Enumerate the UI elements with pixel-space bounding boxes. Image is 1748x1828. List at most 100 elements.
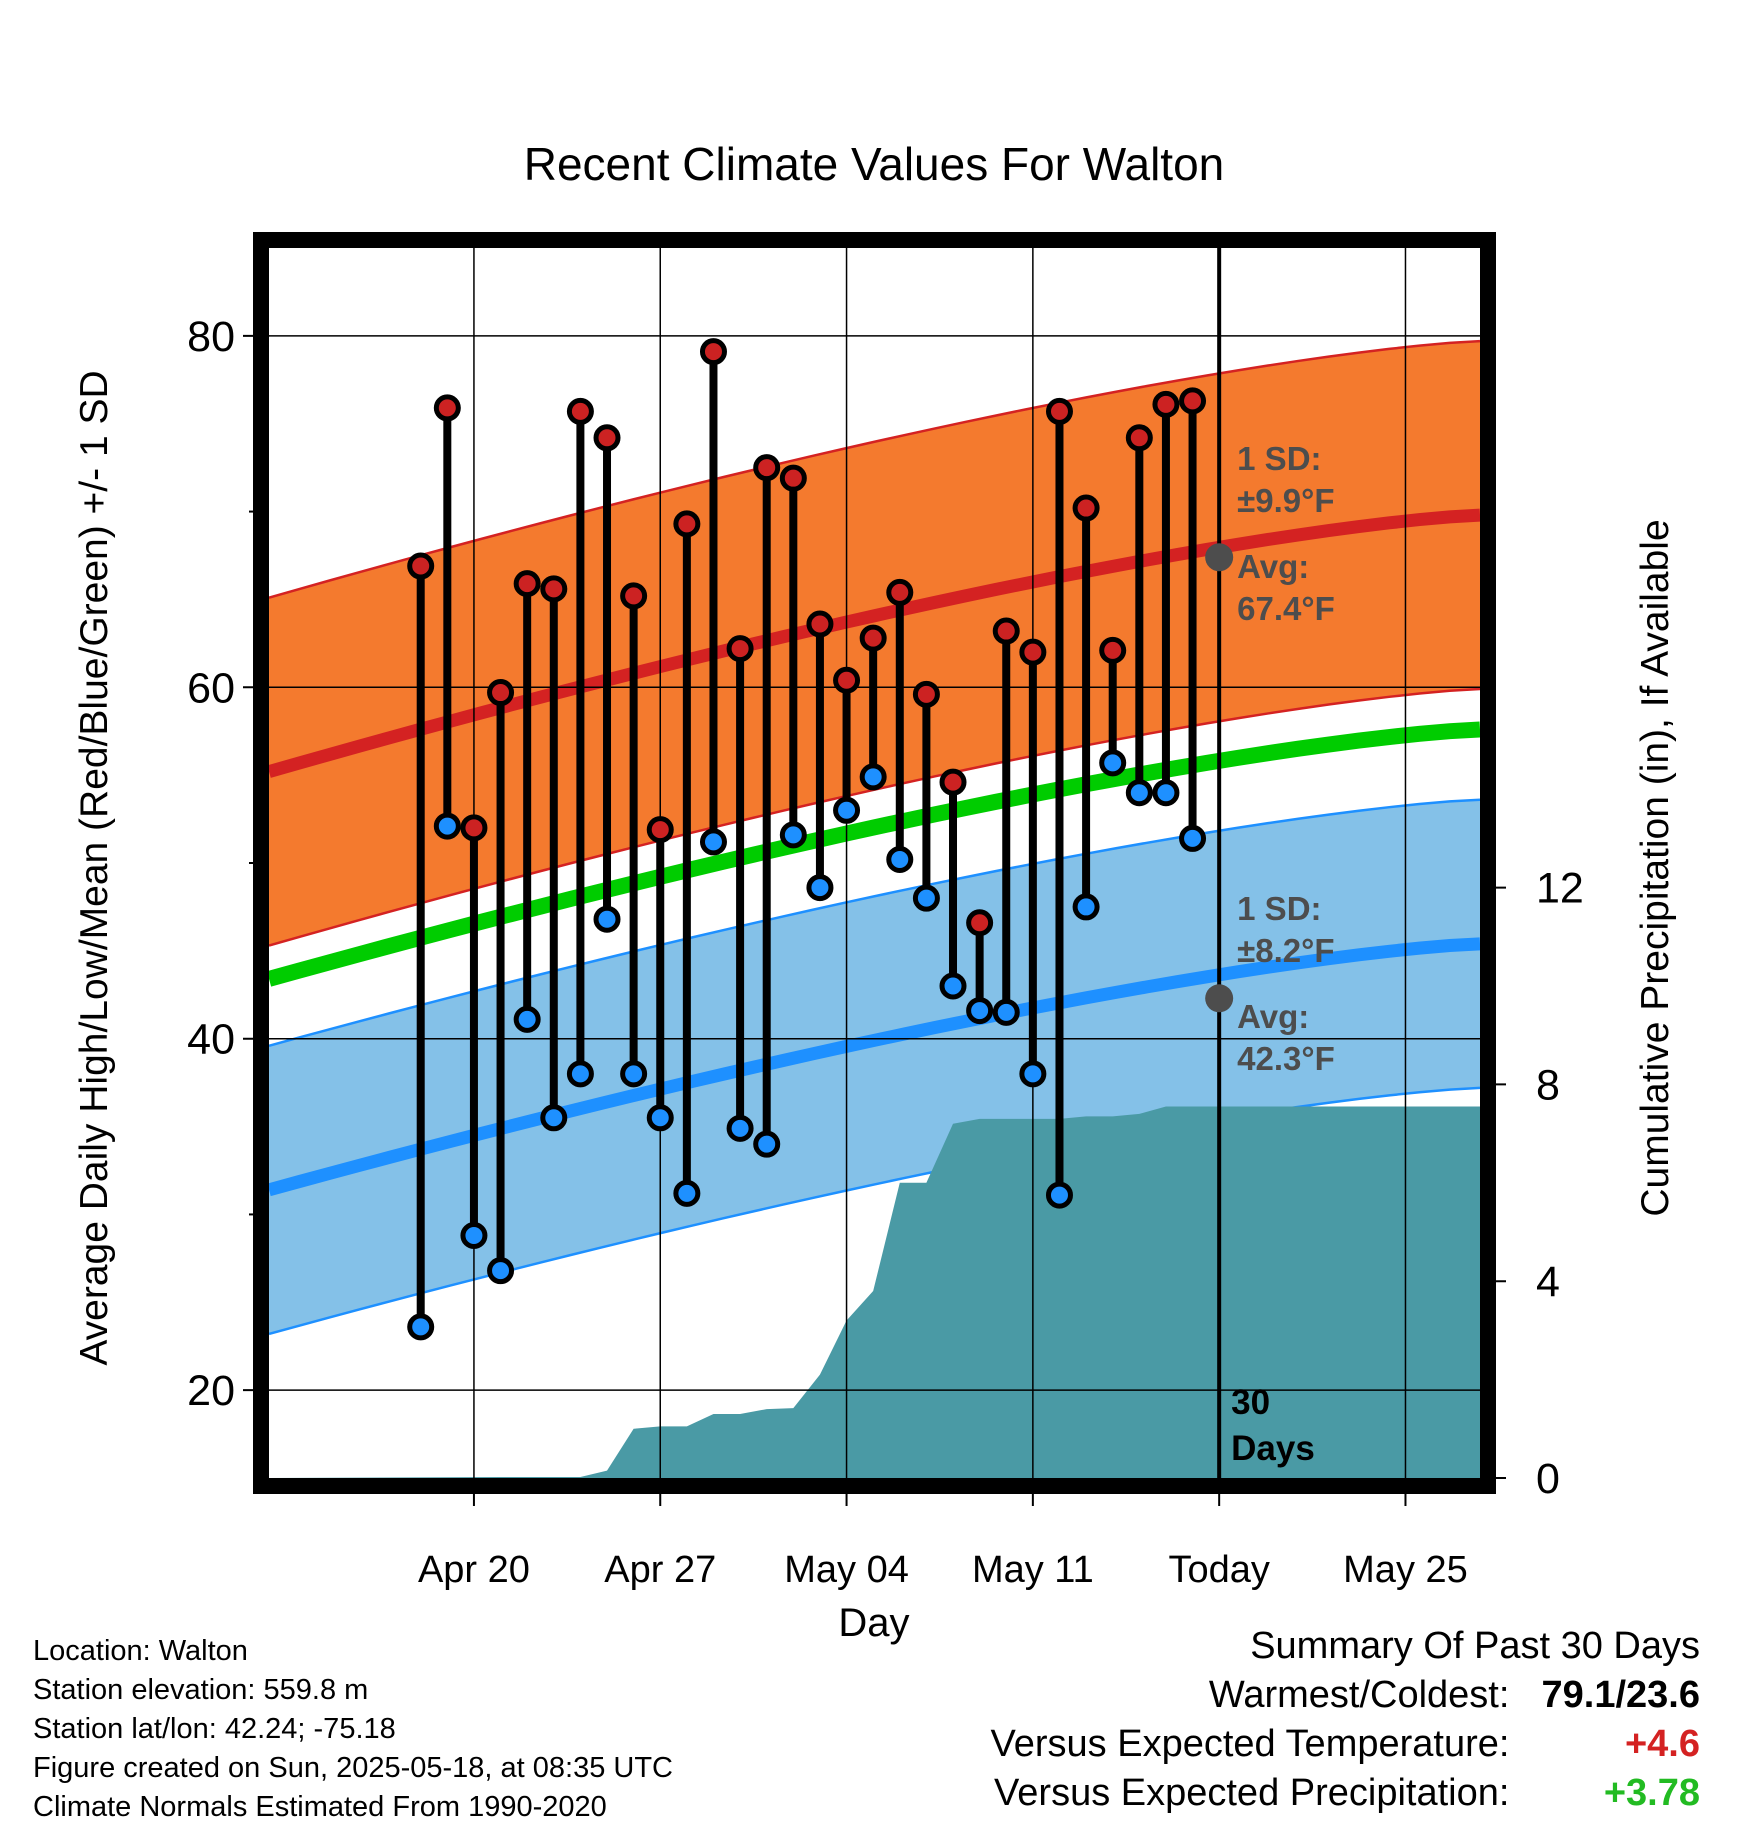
daily-high-point	[1179, 387, 1207, 415]
daily-high-point	[779, 464, 807, 492]
x-tick-label: May 04	[784, 1549, 909, 1591]
high-avg-value: 67.4°F	[1237, 590, 1335, 627]
daily-high-point	[939, 768, 967, 796]
temp-departure-value: +4.6	[1624, 1723, 1700, 1765]
daily-low-point	[726, 1114, 754, 1142]
summary-panel: Summary Of Past 30 Days Warmest/Coldest:…	[991, 1622, 1700, 1818]
today-low-avg-marker	[1205, 984, 1234, 1013]
y-tick-label-left: 80	[187, 313, 235, 361]
y-tick-label-right: 0	[1536, 1455, 1560, 1503]
x-tick-label: May 25	[1343, 1549, 1468, 1591]
x-tick-label: Today	[1168, 1549, 1269, 1591]
daily-low-point	[753, 1130, 781, 1158]
daily-high-point	[433, 394, 461, 422]
x-tick-label: Apr 20	[418, 1549, 530, 1591]
y-axis-label-right: Cumulative Precipitation (in), If Availa…	[1634, 519, 1677, 1216]
daily-low-point	[806, 874, 834, 902]
station-info: Location: Walton Station elevation: 559.…	[33, 1632, 673, 1827]
daily-high-point	[620, 582, 648, 610]
daily-low-point	[513, 1005, 541, 1033]
daily-low-point	[992, 998, 1020, 1026]
created-text: Figure created on Sun, 2025-05-18, at 08…	[33, 1752, 673, 1784]
daily-high-point	[859, 624, 887, 652]
daily-low-point	[1152, 779, 1180, 807]
y-tick-label-left: 40	[187, 1016, 235, 1064]
daily-high-point	[992, 617, 1020, 645]
daily-low-point	[939, 972, 967, 1000]
daily-low-point	[1072, 893, 1100, 921]
low-sd-label: 1 SD:	[1237, 890, 1321, 927]
daily-low-point	[540, 1104, 568, 1132]
daily-low-point	[966, 997, 994, 1025]
y-tick-label-right: 12	[1536, 865, 1584, 913]
daily-high-point	[1072, 494, 1100, 522]
today-days-label: 30	[1231, 1383, 1270, 1422]
location-text: Location: Walton	[33, 1635, 248, 1667]
daily-high-point	[726, 635, 754, 663]
x-tick-label: Apr 27	[604, 1549, 716, 1591]
daily-high-point	[966, 909, 994, 937]
daily-high-point	[1019, 638, 1047, 666]
daily-high-point	[753, 454, 781, 482]
daily-low-point	[886, 845, 914, 873]
daily-high-point	[407, 552, 435, 580]
low-normal-band	[269, 799, 1480, 1334]
today-high-avg-marker	[1205, 543, 1234, 572]
daily-low-point	[1179, 824, 1207, 852]
daily-high-point	[806, 610, 834, 638]
daily-low-point	[1125, 779, 1153, 807]
chart-title: Recent Climate Values For Walton	[524, 138, 1225, 190]
warmest-coldest-row: Warmest/Coldest: 79.1/23.6	[991, 1671, 1700, 1720]
y-tick-label-right: 8	[1536, 1061, 1560, 1109]
precip-departure-label: Versus Expected Precipitation:	[994, 1772, 1510, 1814]
y-tick-label-right: 4	[1536, 1258, 1560, 1306]
elevation-text: Station elevation: 559.8 m	[33, 1674, 369, 1706]
daily-high-point	[912, 680, 940, 708]
daily-high-point	[699, 338, 727, 366]
daily-low-point	[859, 763, 887, 791]
daily-high-point	[886, 578, 914, 606]
normals-text: Climate Normals Estimated From 1990-2020	[33, 1791, 607, 1823]
daily-high-point	[566, 397, 594, 425]
temp-departure-row: Versus Expected Temperature: +4.6	[991, 1720, 1700, 1769]
daily-low-point	[1045, 1181, 1073, 1209]
daily-low-point	[673, 1179, 701, 1207]
daily-high-point	[1125, 424, 1153, 452]
daily-high-point	[487, 679, 515, 707]
low-sd-value: ±8.2°F	[1237, 932, 1334, 969]
y-tick-label-left: 20	[187, 1367, 235, 1415]
temp-departure-label: Versus Expected Temperature:	[990, 1723, 1510, 1765]
daily-high-point	[833, 666, 861, 694]
daily-low-point	[1099, 749, 1127, 777]
precipitation-area	[269, 1106, 1480, 1478]
plot-clip-group: 1 SD: ±9.9°F Avg: 67.4°F 1 SD: ±8.2°F Avg: 42.3…	[269, 248, 1480, 1478]
daily-high-point	[513, 570, 541, 598]
daily-low-point	[620, 1060, 648, 1088]
high-band-upper-edge	[269, 339, 1480, 599]
precip-departure-row: Versus Expected Precipitation: +3.78	[991, 1769, 1700, 1818]
daily-low-point	[779, 821, 807, 849]
daily-high-point	[1099, 636, 1127, 664]
daily-high-point	[1045, 397, 1073, 425]
daily-high-point	[673, 510, 701, 538]
y-axis-label-left: Average Daily High/Low/Mean (Red/Blue/Gr…	[73, 370, 116, 1365]
daily-low-point	[407, 1313, 435, 1341]
daily-high-point	[593, 424, 621, 452]
summary-heading: Summary Of Past 30 Days	[1250, 1625, 1700, 1667]
daily-high-point	[460, 814, 488, 842]
warmest-coldest-value: 79.1/23.6	[1541, 1674, 1700, 1716]
daily-low-point	[433, 812, 461, 840]
high-avg-label: Avg:	[1237, 548, 1309, 585]
daily-low-point	[646, 1104, 674, 1132]
high-sd-value: ±9.9°F	[1237, 482, 1334, 519]
precip-departure-value: +3.78	[1603, 1772, 1700, 1814]
daily-high-point	[540, 575, 568, 603]
low-avg-value: 42.3°F	[1237, 1040, 1335, 1077]
daily-low-point	[593, 905, 621, 933]
daily-high-point	[1152, 390, 1180, 418]
x-tick-label: May 11	[972, 1549, 1094, 1591]
daily-low-point	[487, 1257, 515, 1285]
latlon-text: Station lat/lon: 42.24; -75.18	[33, 1713, 396, 1745]
high-sd-label: 1 SD:	[1237, 440, 1321, 477]
